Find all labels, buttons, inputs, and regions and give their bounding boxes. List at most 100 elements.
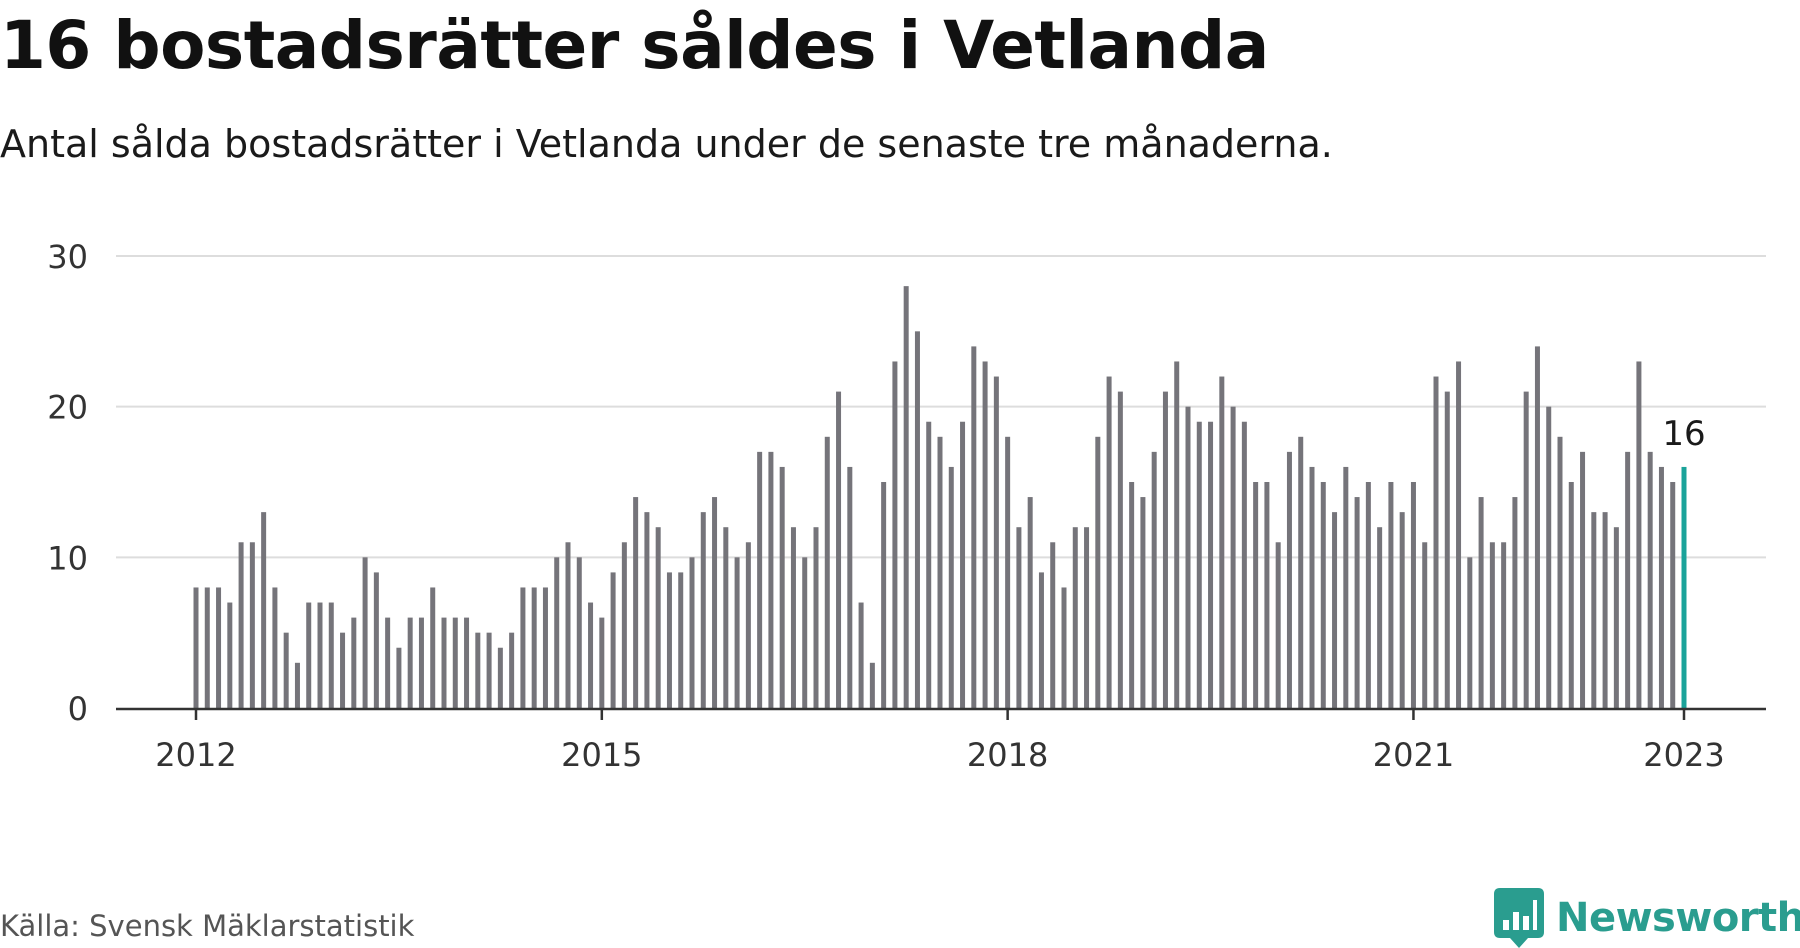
x-tick-label: 2012 xyxy=(155,736,236,774)
bar xyxy=(554,557,560,708)
bar xyxy=(1061,587,1067,708)
bar xyxy=(960,421,966,708)
bar xyxy=(610,572,616,708)
bar xyxy=(1005,436,1011,708)
bar xyxy=(542,587,548,708)
bar xyxy=(272,587,278,708)
bar xyxy=(599,617,605,708)
bar xyxy=(1332,512,1338,708)
bar xyxy=(689,557,695,708)
bar xyxy=(1557,436,1563,708)
bar xyxy=(486,632,492,708)
bar xyxy=(418,617,424,708)
bar xyxy=(1410,482,1416,708)
x-tick-label: 2015 xyxy=(561,736,642,774)
brand-name: Newsworthy xyxy=(1556,895,1800,941)
bar xyxy=(1602,512,1608,708)
newsworthy-logo-icon xyxy=(1494,888,1544,948)
bar xyxy=(565,542,571,708)
bar xyxy=(1670,482,1676,708)
bar xyxy=(982,361,988,708)
bar xyxy=(1501,542,1507,708)
bar xyxy=(678,572,684,708)
bar xyxy=(1072,527,1078,708)
bar xyxy=(858,602,864,708)
bar xyxy=(926,421,932,708)
bar xyxy=(734,557,740,708)
bar xyxy=(802,557,808,708)
bar xyxy=(1534,346,1540,708)
bar xyxy=(757,451,763,708)
x-tick-label: 2023 xyxy=(1643,736,1724,774)
bar xyxy=(1354,497,1360,708)
x-axis-tick-labels: 2012 2015 2018 2021 2023 xyxy=(155,736,1724,774)
bar xyxy=(892,361,898,708)
bar xyxy=(407,617,413,708)
bar xyxy=(655,527,661,708)
bar xyxy=(294,662,300,708)
bar xyxy=(633,497,639,708)
bar xyxy=(1658,466,1664,708)
bar xyxy=(1117,391,1123,708)
bar xyxy=(790,527,796,708)
bar xyxy=(1050,542,1056,708)
bar xyxy=(1309,466,1315,708)
data-labels: 16 xyxy=(1662,414,1705,454)
bar xyxy=(1275,542,1281,708)
bar xyxy=(1027,497,1033,708)
bar xyxy=(509,632,515,708)
bar xyxy=(847,466,853,708)
bar xyxy=(452,617,458,708)
y-tick-label: 20 xyxy=(47,389,88,427)
bar xyxy=(441,617,447,708)
chart-subtitle: Antal sålda bostadsrätter i Vetlanda und… xyxy=(0,122,1333,166)
y-tick-label: 0 xyxy=(68,690,88,728)
bar xyxy=(1208,421,1214,708)
bars xyxy=(193,286,1687,708)
bar xyxy=(768,451,774,708)
bar xyxy=(227,602,233,708)
bar xyxy=(249,542,255,708)
bar xyxy=(1038,572,1044,708)
bar xyxy=(385,617,391,708)
bar xyxy=(520,587,526,708)
bar-chart: 0 10 20 30 2012 2015 2018 2021 2023 16 xyxy=(47,238,1766,774)
source-note: Källa: Svensk Mäklarstatistik xyxy=(0,909,415,943)
bar xyxy=(869,662,875,708)
bar xyxy=(621,542,627,708)
bar xyxy=(261,512,267,708)
bar xyxy=(937,436,943,708)
y-axis-tick-labels: 0 10 20 30 xyxy=(47,238,88,728)
bar xyxy=(1591,512,1597,708)
bar xyxy=(723,527,729,708)
bar xyxy=(1625,451,1631,708)
bar xyxy=(1095,436,1101,708)
bar xyxy=(1580,451,1586,708)
bar xyxy=(779,466,785,708)
y-tick-label: 30 xyxy=(47,238,88,276)
bar xyxy=(1365,482,1371,708)
bar xyxy=(238,542,244,708)
bar xyxy=(813,527,819,708)
bar xyxy=(881,482,887,708)
x-tick-label: 2021 xyxy=(1373,736,1454,774)
bar xyxy=(1422,542,1428,708)
bar xyxy=(948,466,954,708)
bar xyxy=(1512,497,1518,708)
bar xyxy=(1298,436,1304,708)
y-tick-label: 10 xyxy=(47,539,88,577)
bar xyxy=(700,512,706,708)
bar xyxy=(306,602,312,708)
bar xyxy=(1613,527,1619,708)
bar xyxy=(745,542,751,708)
bar xyxy=(1106,376,1112,708)
bar xyxy=(1636,361,1642,708)
bar xyxy=(1467,557,1473,708)
bar xyxy=(666,572,672,708)
bar xyxy=(193,587,199,708)
bar xyxy=(1647,451,1653,708)
bar xyxy=(993,376,999,708)
bar xyxy=(1388,482,1394,708)
bar xyxy=(204,587,210,708)
bar xyxy=(588,602,594,708)
